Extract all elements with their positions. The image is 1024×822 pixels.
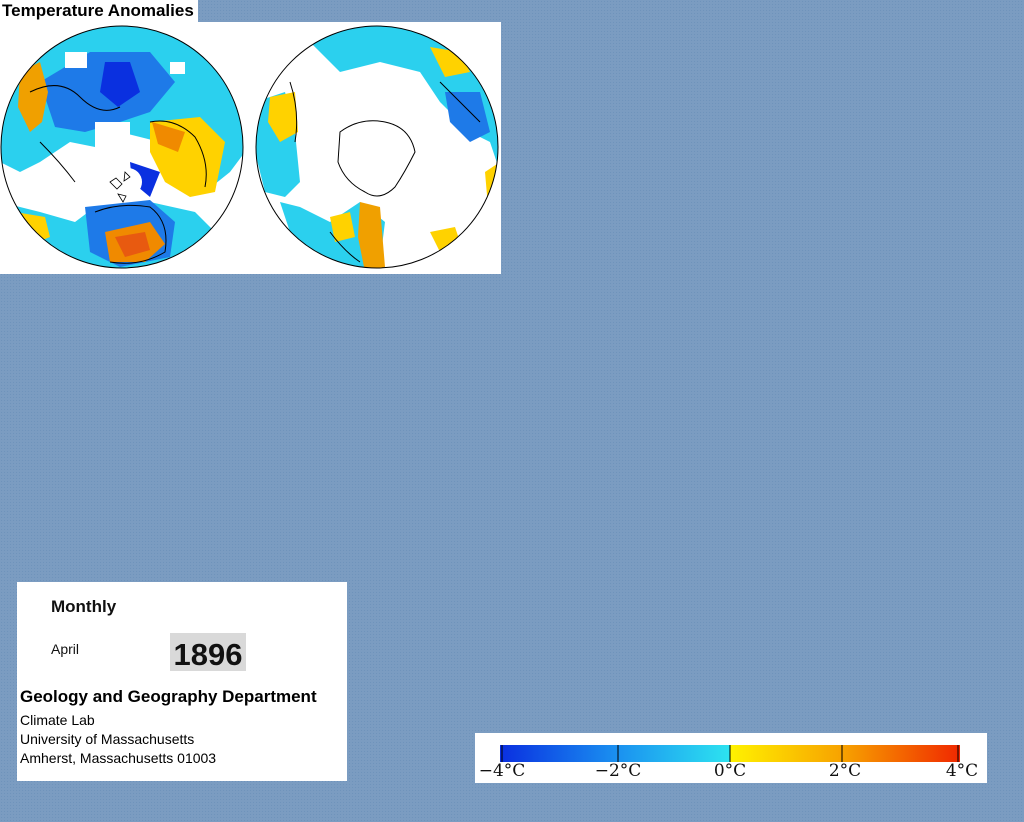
year-display: 1896 — [170, 633, 246, 672]
hemisphere-maps — [0, 25, 499, 269]
color-legend: −4°C −2°C 0°C 2°C 4°C — [475, 733, 987, 783]
period-label: Monthly — [51, 597, 117, 616]
info-panel: Monthly April 1896 Geology and Geography… — [17, 582, 347, 781]
legend-label-pos4: 4°C — [945, 761, 979, 781]
address-line-university: University of Massachusetts — [20, 731, 195, 747]
legend-colorbar — [500, 745, 960, 762]
legend-label-neg2: −2°C — [594, 761, 642, 781]
legend-label-pos2: 2°C — [828, 761, 862, 781]
legend-label-zero: 0°C — [713, 761, 747, 781]
hemisphere-maps-panel — [0, 22, 501, 274]
address-line-lab: Climate Lab — [20, 712, 95, 728]
address-line-city: Amherst, Massachusetts 01003 — [20, 750, 217, 766]
month-label: April — [51, 641, 80, 657]
legend-label-neg4: −4°C — [478, 761, 526, 781]
map-title: Temperature Anomalies — [0, 0, 198, 22]
department-name: Geology and Geography Department — [20, 687, 317, 706]
southern-hemisphere-map — [256, 26, 498, 268]
